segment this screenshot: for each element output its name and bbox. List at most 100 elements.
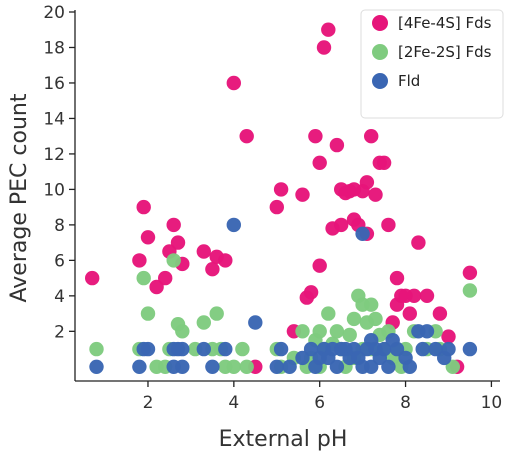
data-point <box>368 187 383 202</box>
x-tick-label: 8 <box>400 393 411 413</box>
data-point <box>441 341 456 357</box>
data-point <box>402 359 417 374</box>
data-point <box>89 341 104 357</box>
data-point <box>364 359 379 374</box>
data-point <box>321 22 336 37</box>
x-tick-label: 10 <box>481 393 503 413</box>
data-point <box>175 359 190 374</box>
data-point <box>89 359 104 374</box>
data-point <box>402 306 417 321</box>
data-point <box>295 350 310 366</box>
data-point <box>303 285 319 300</box>
data-point <box>445 359 460 374</box>
data-points-layer <box>85 22 478 374</box>
data-point <box>166 253 181 268</box>
data-point <box>218 341 233 357</box>
y-tick-label: 16 <box>43 74 65 94</box>
data-point <box>239 129 254 144</box>
y-tick-label: 4 <box>54 287 65 307</box>
data-point <box>389 341 405 357</box>
x-tick-label: 2 <box>143 393 154 413</box>
data-point <box>235 341 250 357</box>
data-point <box>376 155 392 170</box>
data-point <box>226 75 241 91</box>
data-point <box>140 230 156 245</box>
data-point <box>355 226 370 241</box>
y-tick-label: 14 <box>43 109 65 129</box>
data-point <box>273 341 289 357</box>
data-point <box>342 327 357 343</box>
data-point <box>269 359 284 374</box>
data-point <box>329 359 345 374</box>
axes: 2 4 6 8 10 12 14 16 18 20 2 4 6 8 10 <box>43 3 502 413</box>
data-point <box>248 315 263 330</box>
data-point <box>308 129 323 144</box>
data-point <box>85 270 100 286</box>
data-point <box>136 270 151 286</box>
data-point <box>140 306 156 321</box>
data-point <box>462 283 478 298</box>
data-point <box>321 306 336 321</box>
data-point <box>428 341 443 357</box>
data-point <box>136 199 151 215</box>
data-point <box>411 235 426 250</box>
data-point <box>196 315 211 330</box>
x-tick-label: 6 <box>314 393 325 413</box>
data-point <box>316 40 332 55</box>
data-point <box>209 306 224 321</box>
legend-label: [4Fe-4S] Fds <box>398 14 492 32</box>
data-point <box>175 341 190 357</box>
legend-box <box>360 9 504 119</box>
x-tick-label: 4 <box>228 393 239 413</box>
data-point <box>295 324 310 339</box>
data-point <box>419 288 435 303</box>
data-point <box>282 359 297 374</box>
data-point <box>149 279 164 295</box>
data-point <box>329 137 345 153</box>
y-tick-label: 20 <box>43 3 65 23</box>
legend-label: Fld <box>398 72 420 90</box>
y-tick-label: 2 <box>54 322 65 342</box>
y-tick-label: 12 <box>43 145 65 165</box>
data-point <box>346 311 362 327</box>
legend: [4Fe-4S] Fds [2Fe-2S] Fds Fld <box>360 9 504 119</box>
data-point <box>132 359 147 374</box>
series-2 <box>89 217 478 374</box>
data-point <box>239 359 254 374</box>
x-axis-label: External pH <box>219 427 348 452</box>
data-point <box>381 359 396 374</box>
data-point <box>334 217 349 233</box>
data-point <box>462 341 478 357</box>
data-point <box>432 306 448 321</box>
data-point <box>381 217 396 233</box>
data-point <box>406 288 422 303</box>
y-tick-label: 8 <box>54 216 65 236</box>
legend-marker <box>372 15 388 31</box>
data-point <box>218 253 233 268</box>
data-point <box>329 324 345 339</box>
data-point <box>364 129 379 144</box>
data-point <box>196 341 211 357</box>
data-point <box>205 359 220 374</box>
data-point <box>376 341 392 357</box>
data-point <box>205 262 220 277</box>
data-point <box>166 217 181 233</box>
data-point <box>226 359 241 374</box>
data-point <box>368 311 383 327</box>
data-point <box>441 329 456 344</box>
series-0 <box>85 22 478 374</box>
data-point <box>419 324 435 339</box>
data-point <box>303 341 319 357</box>
y-tick-label: 18 <box>43 38 65 58</box>
legend-marker <box>372 73 388 89</box>
data-point <box>140 341 156 357</box>
y-tick-label: 10 <box>43 180 65 200</box>
data-point <box>132 253 147 268</box>
legend-marker <box>372 44 388 60</box>
data-point <box>196 244 211 259</box>
data-point <box>359 175 375 190</box>
y-axis-label: Average PEC count <box>7 93 32 302</box>
data-point <box>462 265 478 280</box>
data-point <box>415 341 430 357</box>
